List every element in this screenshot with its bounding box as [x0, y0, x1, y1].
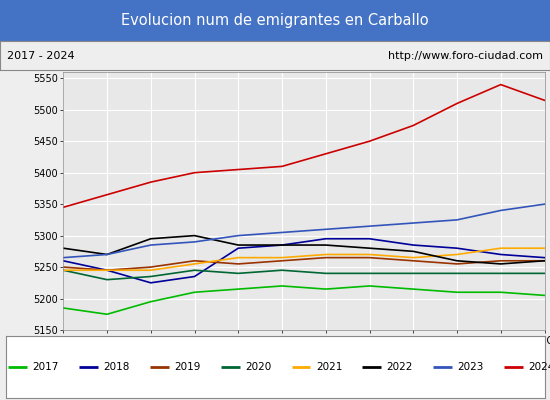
Text: 2024: 2024: [529, 362, 550, 372]
Text: 2022: 2022: [387, 362, 413, 372]
Text: 2021: 2021: [316, 362, 342, 372]
Text: 2019: 2019: [174, 362, 201, 372]
Text: 2020: 2020: [245, 362, 271, 372]
Text: 2017 - 2024: 2017 - 2024: [7, 51, 74, 61]
Text: http://www.foro-ciudad.com: http://www.foro-ciudad.com: [388, 51, 543, 61]
Text: Evolucion num de emigrantes en Carballo: Evolucion num de emigrantes en Carballo: [121, 14, 429, 28]
Text: 2023: 2023: [458, 362, 484, 372]
Text: 2018: 2018: [103, 362, 130, 372]
Text: 2017: 2017: [32, 362, 59, 372]
